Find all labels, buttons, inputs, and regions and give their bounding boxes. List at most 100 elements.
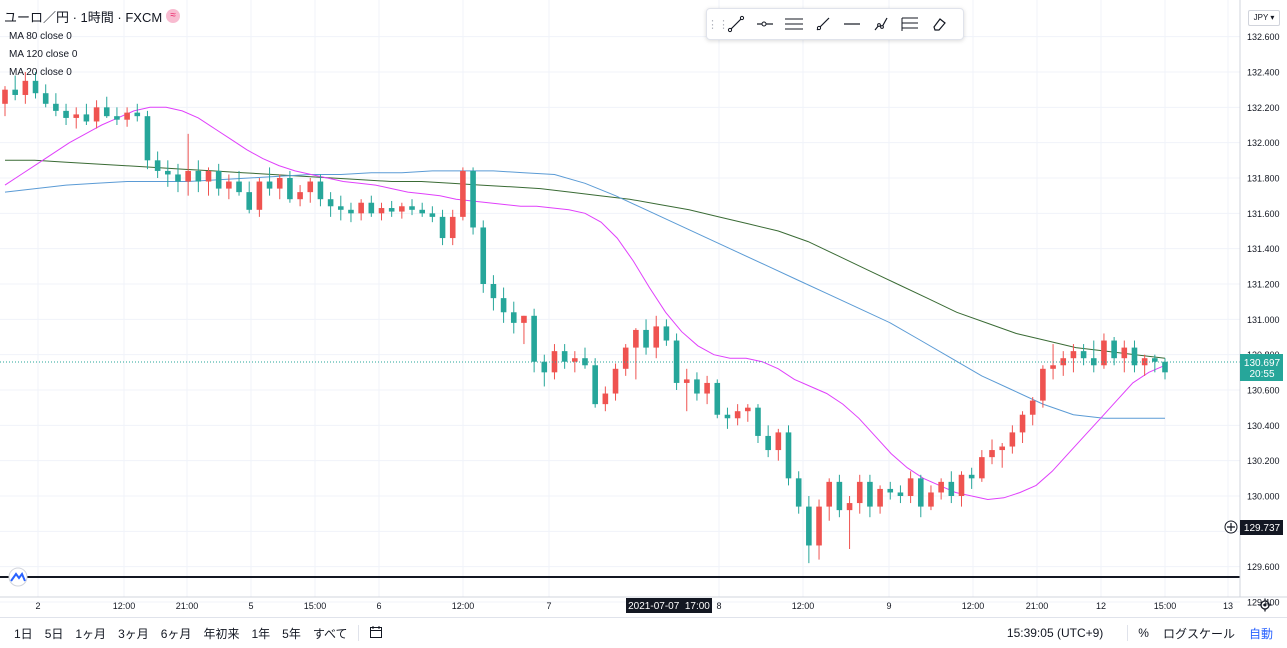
divider bbox=[357, 625, 359, 641]
candle bbox=[1162, 358, 1168, 380]
range-3m[interactable]: 3ヶ月 bbox=[118, 626, 149, 641]
candle-body bbox=[928, 492, 934, 507]
candle bbox=[979, 450, 985, 482]
candle-body bbox=[246, 192, 253, 210]
log-scale-toggle[interactable]: ログスケール bbox=[1162, 626, 1235, 641]
fib-icon[interactable] bbox=[866, 10, 895, 38]
candle bbox=[663, 319, 670, 346]
pitchfork-icon[interactable] bbox=[895, 10, 924, 38]
candle bbox=[1009, 425, 1016, 454]
candle bbox=[388, 200, 395, 217]
range-6m[interactable]: 6ヶ月 bbox=[160, 626, 192, 641]
currency-label: JPY bbox=[1253, 13, 1269, 22]
candle-body bbox=[643, 329, 649, 348]
ma-80-label[interactable]: MA 80 close 0 bbox=[9, 31, 72, 42]
candle bbox=[185, 133, 191, 196]
drag-handle-icon[interactable]: ⋮⋮ bbox=[707, 18, 729, 31]
candle bbox=[1070, 344, 1077, 373]
range-1d[interactable]: 1日 bbox=[14, 626, 33, 641]
candle-body bbox=[592, 365, 598, 405]
candle-body bbox=[755, 407, 761, 436]
horizontal-ray-icon[interactable] bbox=[750, 10, 779, 38]
crosshair-price-value: 129.737 bbox=[1244, 523, 1281, 534]
range-ytd[interactable]: 年初来 bbox=[203, 626, 240, 641]
candle-body bbox=[1141, 358, 1148, 366]
candle-body bbox=[124, 112, 130, 120]
candle bbox=[1111, 337, 1117, 366]
candle-body bbox=[460, 170, 466, 217]
candle bbox=[500, 287, 507, 323]
range-1m[interactable]: 1ヶ月 bbox=[75, 626, 107, 641]
range-5y[interactable]: 5年 bbox=[282, 626, 301, 641]
candle bbox=[704, 375, 710, 405]
candle-body bbox=[531, 315, 537, 362]
price-tick-label: 131.800 bbox=[1247, 174, 1280, 184]
auto-scale-toggle[interactable]: 自動 bbox=[1248, 626, 1273, 641]
candle-body bbox=[215, 170, 222, 189]
currency-selector[interactable]: JPY ▾ bbox=[1248, 10, 1280, 26]
range-5d[interactable]: 5日 bbox=[44, 626, 64, 641]
candle bbox=[816, 499, 822, 560]
time-tick-label: 12:00 bbox=[113, 601, 136, 611]
candle bbox=[83, 103, 90, 125]
candle bbox=[938, 478, 944, 500]
time-tick-label: 6 bbox=[376, 601, 381, 611]
ma-120-label[interactable]: MA 120 close 0 bbox=[9, 49, 78, 60]
chart-legend: ユーロ／円 · 1時間 · FXCM ≈ MA 80 close 0 MA 12… bbox=[4, 4, 181, 82]
wave-badge-icon[interactable]: ≈ bbox=[166, 9, 181, 23]
candle-body bbox=[856, 481, 863, 504]
candle-body bbox=[745, 407, 751, 412]
parallel-channel-icon[interactable] bbox=[779, 10, 808, 38]
candle bbox=[246, 181, 253, 214]
ma-20-label[interactable]: MA 20 close 0 bbox=[9, 67, 72, 78]
time-tick-label: 12:00 bbox=[792, 601, 815, 611]
range-1y[interactable]: 1年 bbox=[251, 626, 271, 641]
candle bbox=[73, 107, 80, 129]
horizontal-line-icon[interactable] bbox=[837, 10, 866, 38]
candle-body bbox=[663, 326, 670, 341]
divider bbox=[1127, 625, 1129, 641]
goto-date-icon[interactable] bbox=[369, 625, 383, 642]
trend-line-icon[interactable] bbox=[721, 10, 750, 38]
candle bbox=[1019, 411, 1026, 443]
ray-icon[interactable] bbox=[808, 10, 837, 38]
price-chart[interactable]: 132.600 132.400 132.200 132.000 131.800 131.6… bbox=[0, 0, 1287, 618]
candle bbox=[42, 84, 49, 108]
candle-body bbox=[439, 216, 446, 239]
candle-body bbox=[1121, 347, 1128, 359]
candle-body bbox=[510, 312, 517, 323]
candle-body bbox=[1050, 365, 1056, 369]
candles bbox=[2, 72, 1168, 564]
candle-body bbox=[114, 116, 120, 120]
candle bbox=[124, 107, 130, 127]
candle-body bbox=[266, 181, 273, 189]
price-tick-label: 132.200 bbox=[1247, 103, 1280, 113]
candle-body bbox=[775, 432, 782, 451]
candle-body bbox=[399, 206, 405, 212]
range-all[interactable]: すべて bbox=[312, 626, 348, 641]
candle bbox=[134, 103, 141, 122]
candle-body bbox=[73, 114, 80, 118]
candle bbox=[673, 333, 680, 390]
price-tick-label: 129.600 bbox=[1247, 562, 1280, 572]
gear-icon[interactable] bbox=[1258, 598, 1272, 612]
chart-grid bbox=[0, 0, 1240, 603]
candle-body bbox=[989, 450, 995, 458]
clock-timezone[interactable]: 15:39:05 (UTC+9) bbox=[1006, 626, 1104, 640]
candle bbox=[154, 151, 161, 178]
candle-body bbox=[287, 178, 293, 200]
symbol-title[interactable]: ユーロ／円 · 1時間 · FXCM bbox=[4, 9, 163, 25]
eraser-icon[interactable] bbox=[924, 10, 953, 38]
candle bbox=[297, 185, 303, 207]
candle-body bbox=[226, 181, 232, 189]
candle-body bbox=[907, 478, 914, 496]
price-tick-label: 131.200 bbox=[1247, 280, 1280, 290]
candle-body bbox=[409, 206, 415, 210]
alert-marker[interactable] bbox=[8, 567, 28, 587]
candle-body bbox=[134, 112, 141, 117]
candle bbox=[510, 301, 517, 334]
time-axis[interactable]: 2 12:00 21:00 5 15:00 6 12:00 7 8 12:00 9 12:00 21:0… bbox=[35, 601, 1233, 611]
price-tick-label: 130.400 bbox=[1247, 421, 1280, 431]
candle bbox=[256, 178, 263, 217]
percent-toggle[interactable]: % bbox=[1138, 626, 1149, 640]
